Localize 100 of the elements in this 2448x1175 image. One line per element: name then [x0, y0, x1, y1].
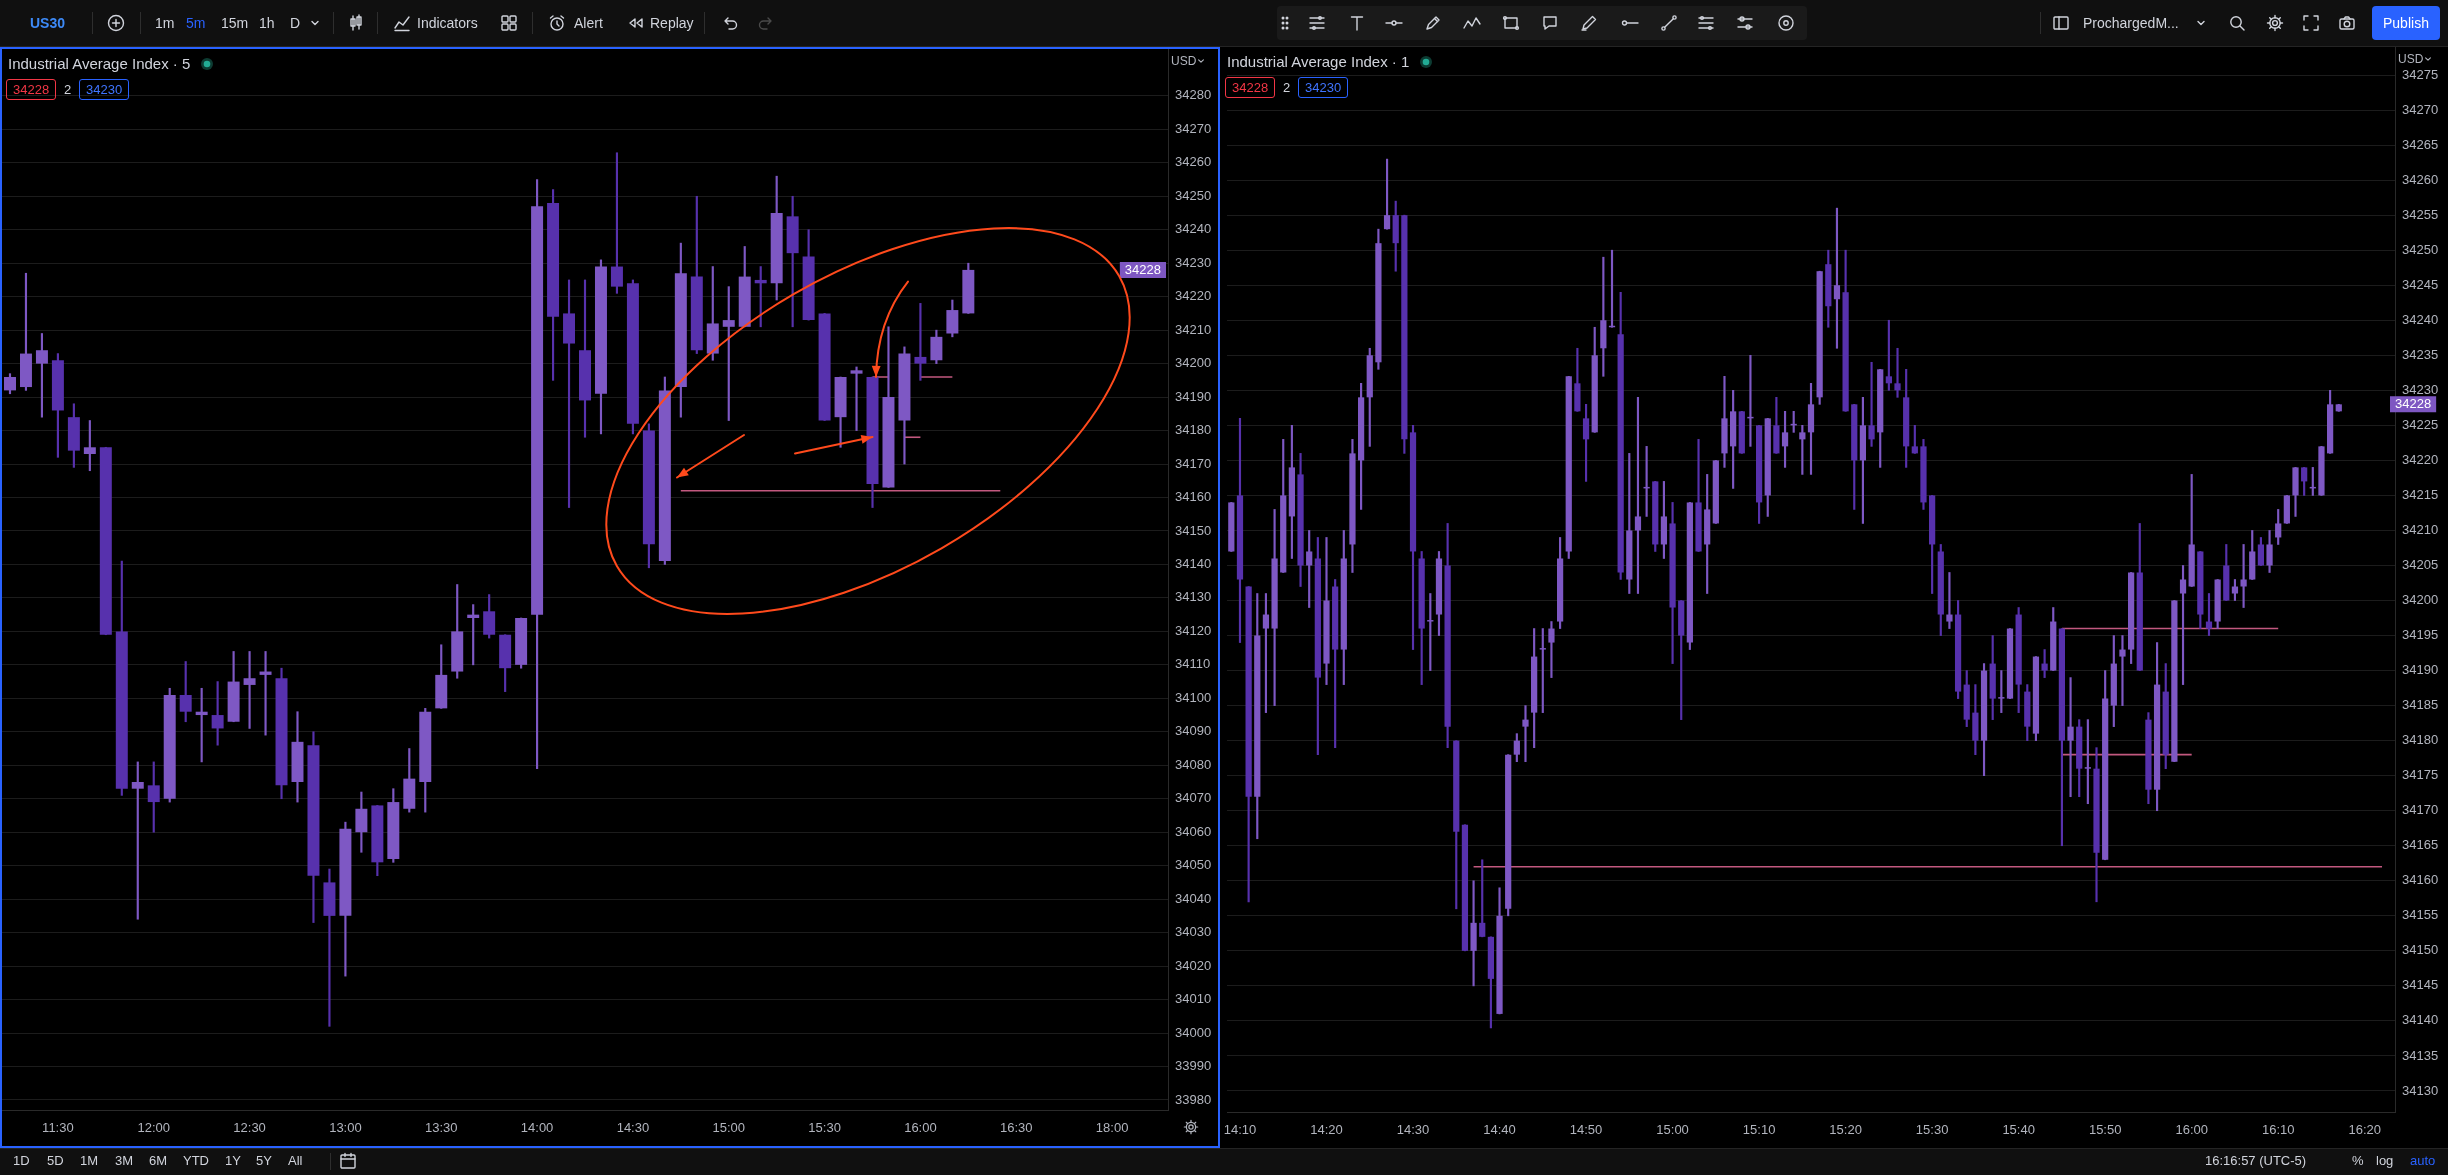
x-tick-label: 16:00 [2175, 1122, 2208, 1138]
x-tick-label: 15:40 [2002, 1122, 2035, 1138]
x-tick-label: 13:00 [329, 1120, 362, 1136]
text: log [2376, 1153, 2394, 1169]
candlestick [914, 303, 927, 381]
text: ProchargedM... [2083, 15, 2179, 31]
annotation: 34228 [1124, 261, 1162, 277]
y-tick-label: 34250 [1175, 187, 1212, 203]
y-tick-label: 34020 [1175, 957, 1212, 973]
y-tick-label: 34160 [2402, 872, 2439, 888]
candlestick [1427, 593, 1434, 671]
y-tick-label: 34195 [2402, 627, 2439, 643]
x-tick-label: 14:50 [1569, 1122, 1603, 1138]
y-tick-label: 34205 [2402, 557, 2439, 573]
y-tick-label: 34140 [1175, 556, 1212, 572]
x-tick-label: 14:30 [1396, 1122, 1430, 1138]
y-tick-label: 34170 [2402, 802, 2439, 818]
y-tick-label: 34280 [1175, 87, 1212, 103]
text: Replay [650, 15, 694, 31]
text: auto [2410, 1153, 2436, 1169]
x-tick-label: 16:00 [904, 1120, 937, 1136]
text: D [290, 15, 301, 31]
text: 1m [155, 15, 175, 31]
text: 5Y [256, 1153, 272, 1169]
y-tick-label: 34130 [2402, 1082, 2439, 1098]
candlestick [2119, 635, 2126, 706]
x-tick-label: 11:30 [42, 1120, 74, 1136]
y-tick-label: 34030 [1175, 924, 1212, 940]
y-tick-label: 34230 [2402, 381, 2439, 397]
y-tick-label: 34235 [2402, 346, 2439, 362]
x-tick-label: 12:00 [137, 1120, 171, 1136]
y-tick-label: 34275 [2402, 66, 2439, 82]
y-tick-label: 34220 [2402, 451, 2439, 467]
text: 3M [115, 1153, 134, 1169]
x-tick-label: 15:20 [1829, 1122, 1862, 1138]
y-tick-label: 34060 [1175, 823, 1212, 839]
text: 1M [80, 1153, 99, 1169]
y-tick-label: 34170 [1175, 455, 1212, 471]
x-tick-label: 16:10 [2261, 1122, 2295, 1138]
candlestick [1548, 621, 1555, 678]
y-tick-label: 34050 [1175, 857, 1212, 873]
y-tick-label: 34180 [2402, 732, 2439, 748]
x-tick-label: 14:10 [1223, 1122, 1257, 1138]
y-tick-label: 34150 [2402, 942, 2439, 958]
x-tick-label: 14:30 [616, 1120, 650, 1136]
y-tick-label: 34140 [2402, 1012, 2439, 1028]
y-tick-label: 34155 [2402, 907, 2439, 923]
y-tick-label: 34200 [2402, 592, 2439, 608]
x-tick-label: 14:20 [1310, 1122, 1343, 1138]
y-tick-label: 34250 [2402, 241, 2439, 257]
y-tick-label: 34265 [2402, 136, 2439, 152]
y-tick-label: 34270 [2402, 101, 2439, 117]
candlestick [1894, 347, 1901, 398]
y-tick-label: 34110 [1175, 656, 1211, 672]
y-tick-label: 34190 [1175, 388, 1212, 404]
y-tick-label: 34040 [1175, 890, 1212, 906]
x-tick-label: 13:30 [424, 1120, 458, 1136]
text: 16:16:57 (UTC-5) [2205, 1153, 2307, 1169]
y-tick-label: 34215 [2402, 487, 2439, 502]
candlestick [1946, 572, 1953, 629]
y-tick-label: 34150 [1175, 522, 1212, 538]
y-tick-label: 34225 [2402, 416, 2439, 432]
candlestick [1868, 361, 1875, 447]
y-tick-label: 34240 [2402, 311, 2439, 327]
annotation: 34230 [79, 79, 130, 100]
y-tick-label: 34135 [2402, 1047, 2439, 1063]
x-tick-label: 15:00 [712, 1120, 746, 1136]
y-tick-label: 34130 [1175, 589, 1212, 605]
candlestick [2067, 677, 2074, 798]
candlestick [850, 366, 863, 431]
annotation: 2 [64, 81, 72, 97]
y-tick-label: 34090 [1175, 723, 1212, 739]
y-tick-label: 34240 [1175, 221, 1212, 237]
candlestick [2084, 719, 2091, 805]
x-tick-label: 14:00 [520, 1120, 554, 1136]
y-tick-label: 34175 [2402, 767, 2439, 783]
y-tick-label: 34160 [1175, 489, 1212, 505]
y-tick-label: 34190 [2402, 662, 2439, 678]
text: Publish [2372, 6, 2440, 40]
text: All [288, 1153, 303, 1169]
text: Indicators [417, 15, 478, 31]
x-tick-label: 15:00 [1656, 1122, 1689, 1138]
candlestick [243, 651, 256, 729]
y-tick-label: 34260 [2402, 171, 2439, 187]
text: % [2352, 1153, 2364, 1169]
text: 1Y [225, 1153, 241, 1169]
annotation: 34228 [1225, 77, 1276, 98]
chart-title: Industrial Average Index · 1 [1227, 53, 1410, 71]
y-tick-label: 34185 [2402, 697, 2439, 713]
annotation: 2 [1283, 79, 1291, 95]
x-tick-label: 14:40 [1483, 1122, 1516, 1138]
y-tick-label: 34230 [1175, 254, 1212, 270]
text: USD [2398, 52, 2424, 66]
candlestick [1539, 628, 1546, 713]
y-tick-label: 34245 [2402, 276, 2439, 292]
y-tick-label: 34270 [1175, 120, 1212, 136]
x-tick-label: 16:30 [999, 1120, 1033, 1136]
y-tick-label: 34220 [1175, 288, 1212, 304]
text: 5D [47, 1153, 64, 1169]
y-tick-label: 34100 [1175, 689, 1212, 705]
